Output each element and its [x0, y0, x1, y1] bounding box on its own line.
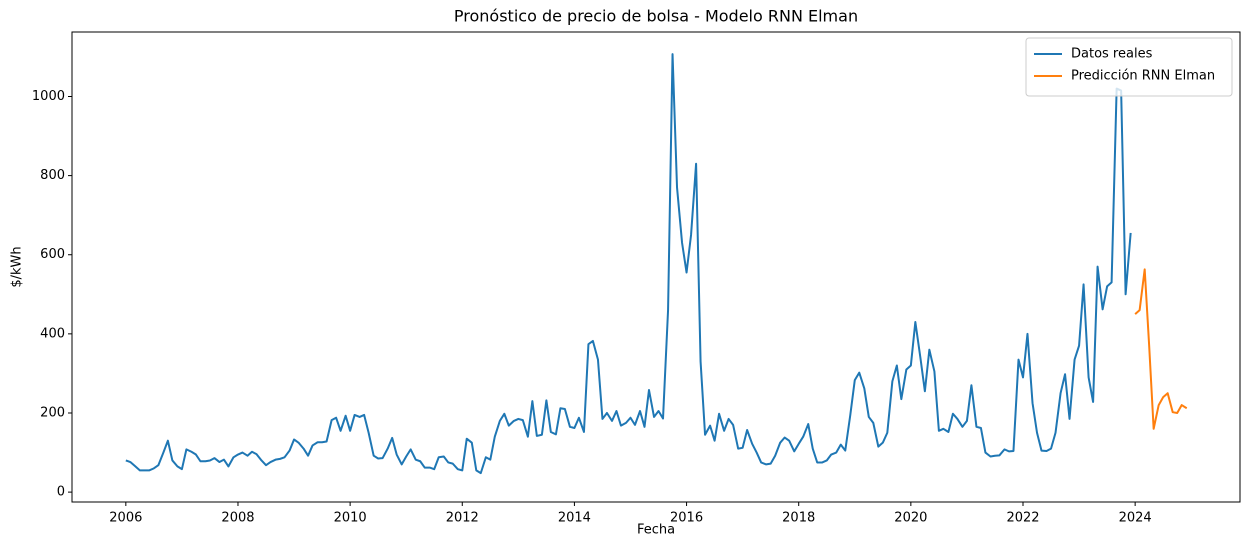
x-tick-label: 2016	[670, 511, 703, 526]
y-tick-label: 1000	[32, 89, 65, 104]
x-tick-label: 2010	[334, 511, 367, 526]
x-axis-label: Fecha	[637, 523, 675, 538]
data-line	[125, 53, 1132, 475]
x-tick-label: 2012	[446, 511, 479, 526]
x-tick-label: 2020	[894, 511, 927, 526]
x-tick-label: 2014	[558, 511, 591, 526]
legend-box	[1025, 37, 1233, 97]
x-tick-label: 2022	[1006, 511, 1039, 526]
y-tick-label: 800	[40, 168, 65, 183]
legend-label: Predicción RNN Elman	[1071, 69, 1215, 84]
x-tick-label: 2024	[1119, 511, 1152, 526]
data-line	[1134, 268, 1188, 430]
legend-label: Datos reales	[1071, 47, 1153, 62]
y-tick-label: 400	[40, 326, 65, 341]
y-tick-label: 0	[57, 485, 65, 500]
y-axis-label: $/kWh	[10, 246, 25, 287]
chart-title: Pronóstico de precio de bolsa - Modelo R…	[454, 7, 858, 26]
y-tick-label: 200	[40, 405, 65, 420]
plot-frame	[71, 31, 1241, 503]
y-tick-label: 600	[40, 247, 65, 262]
x-tick-label: 2008	[221, 511, 254, 526]
x-tick-label: 2018	[782, 511, 815, 526]
x-tick-label: 2006	[109, 511, 142, 526]
